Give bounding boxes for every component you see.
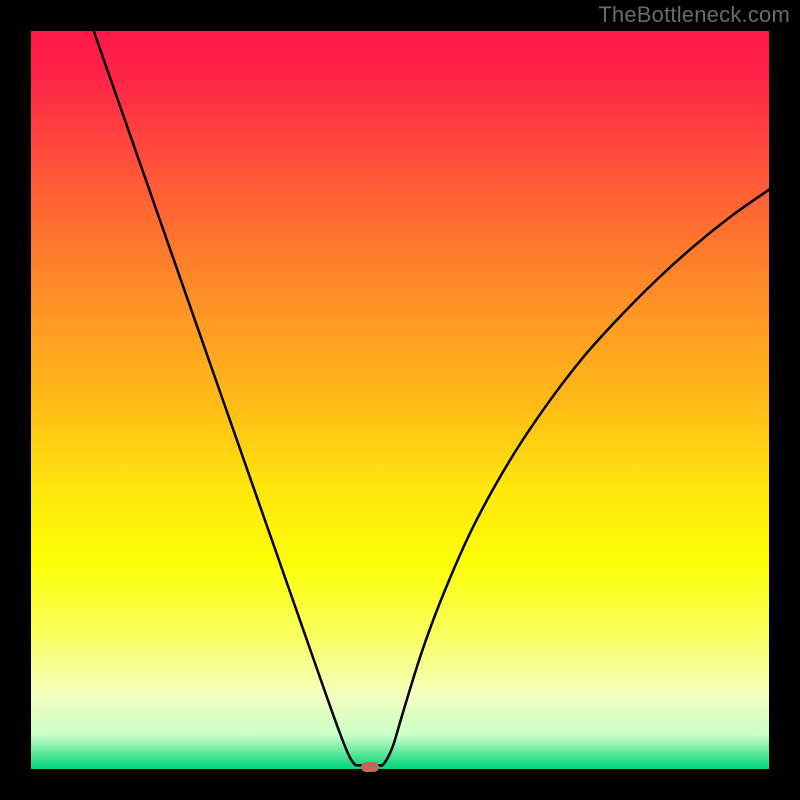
watermark-text: TheBottleneck.com xyxy=(598,2,790,28)
bottleneck-curve xyxy=(31,31,769,769)
plot-area xyxy=(31,31,769,769)
optimum-marker xyxy=(361,762,379,772)
